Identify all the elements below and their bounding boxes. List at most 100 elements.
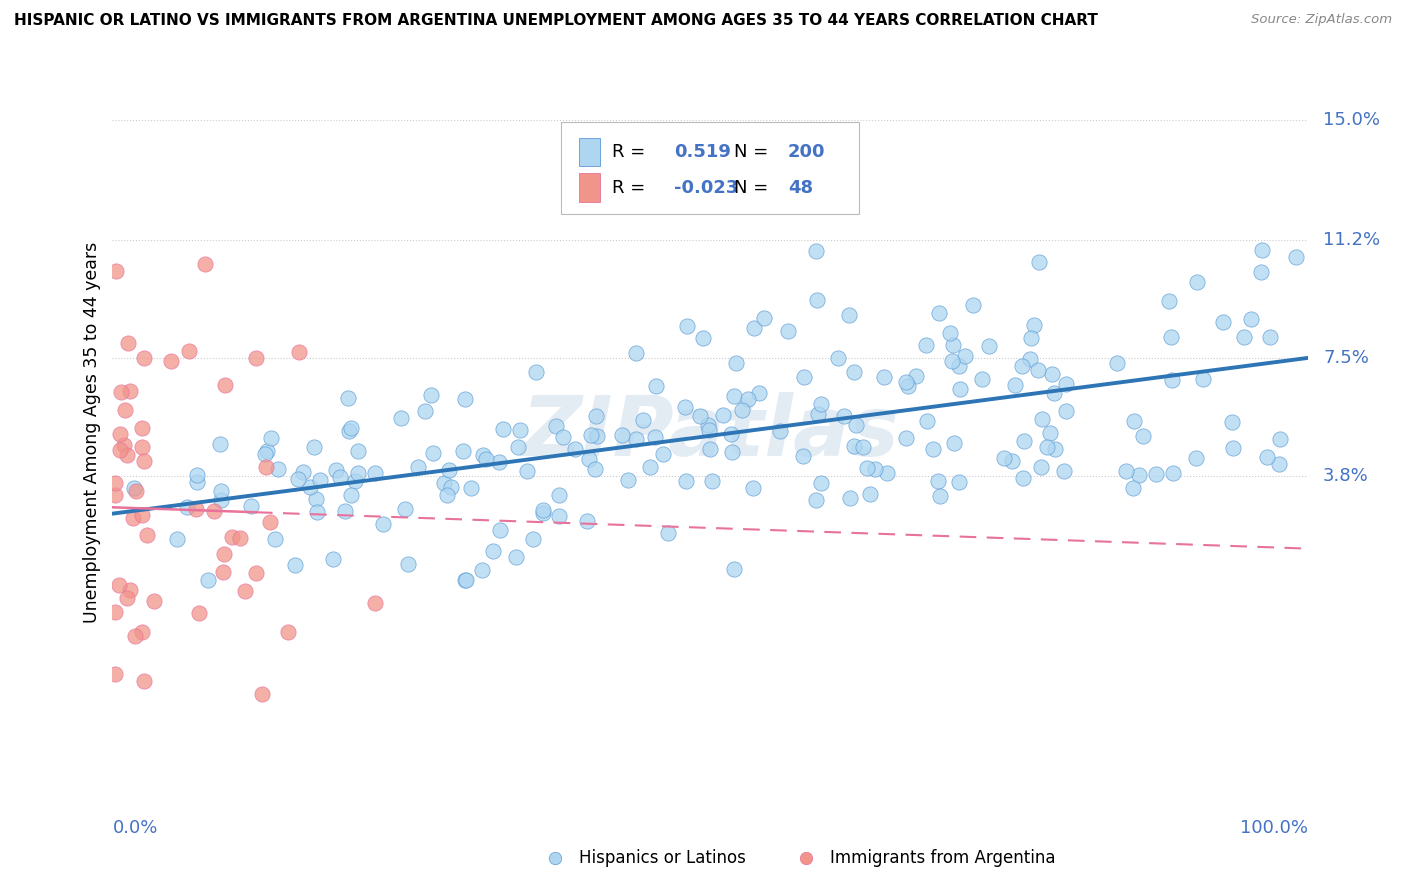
Point <box>723 389 745 403</box>
Point <box>827 351 849 366</box>
FancyBboxPatch shape <box>579 173 600 202</box>
Point <box>254 447 277 461</box>
Point <box>245 566 267 581</box>
Point <box>972 372 994 386</box>
Point <box>810 397 832 411</box>
Point <box>652 448 675 462</box>
Point <box>1185 275 1208 289</box>
Point <box>616 473 638 487</box>
Point <box>863 461 886 475</box>
Point <box>460 482 482 496</box>
Point <box>389 410 412 425</box>
Point <box>897 379 920 393</box>
Point <box>288 345 311 359</box>
Point <box>160 354 183 368</box>
Point <box>725 356 748 370</box>
Point <box>132 673 155 688</box>
Point <box>454 574 477 588</box>
Point <box>122 481 145 495</box>
Point <box>1011 359 1033 374</box>
Point <box>776 324 799 338</box>
Point <box>1054 376 1077 391</box>
Text: 11.2%: 11.2% <box>1323 231 1381 250</box>
Point <box>1157 293 1180 308</box>
Point <box>1250 244 1272 258</box>
Point <box>346 444 368 458</box>
Point <box>948 475 970 489</box>
Point <box>267 462 290 476</box>
Point <box>287 472 309 486</box>
Point <box>1012 434 1035 448</box>
Point <box>329 470 352 484</box>
Point <box>942 338 965 352</box>
Point <box>928 306 950 320</box>
Point <box>209 437 232 451</box>
Text: HISPANIC OR LATINO VS IMMIGRANTS FROM ARGENTINA UNEMPLOYMENT AMONG AGES 35 TO 44: HISPANIC OR LATINO VS IMMIGRANTS FROM AR… <box>14 13 1098 29</box>
Point <box>942 436 965 450</box>
Point <box>1011 471 1033 485</box>
Point <box>941 354 963 368</box>
Point <box>531 506 554 520</box>
Point <box>948 382 970 396</box>
Point <box>436 488 458 502</box>
Point <box>962 298 984 312</box>
Point <box>585 429 607 443</box>
Point <box>132 351 155 365</box>
Point <box>737 392 759 407</box>
Point <box>1043 385 1066 400</box>
Point <box>472 449 495 463</box>
Point <box>488 455 510 469</box>
Point <box>451 444 474 458</box>
Text: 3.8%: 3.8% <box>1323 467 1369 484</box>
Point <box>806 492 828 507</box>
Point <box>105 264 128 278</box>
Point <box>806 293 828 307</box>
Point <box>692 331 714 345</box>
Point <box>723 562 745 576</box>
Point <box>832 409 855 424</box>
Point <box>1115 464 1137 478</box>
Point <box>720 444 742 458</box>
Point <box>922 442 945 456</box>
Point <box>638 460 661 475</box>
Point <box>876 466 898 480</box>
FancyBboxPatch shape <box>561 121 859 214</box>
Point <box>143 593 166 607</box>
Point <box>1250 265 1272 279</box>
Text: -0.023: -0.023 <box>675 178 738 196</box>
Point <box>546 419 568 434</box>
Point <box>673 400 696 414</box>
Text: R =: R = <box>612 178 645 196</box>
Point <box>110 384 132 399</box>
Point <box>254 460 277 475</box>
Point <box>859 487 882 501</box>
Point <box>543 828 565 842</box>
Point <box>752 310 775 325</box>
Point <box>748 385 770 400</box>
Point <box>1026 363 1049 377</box>
Point <box>252 687 274 701</box>
Point <box>343 475 366 489</box>
Text: 48: 48 <box>787 178 813 196</box>
Point <box>131 624 153 639</box>
Point <box>939 326 962 341</box>
Point <box>564 442 586 457</box>
Point <box>284 558 307 572</box>
Point <box>308 473 330 487</box>
Point <box>413 404 436 418</box>
Point <box>516 464 538 478</box>
Point <box>915 414 938 428</box>
Point <box>120 582 142 597</box>
Point <box>471 563 494 577</box>
Point <box>793 370 815 384</box>
Point <box>1285 250 1308 264</box>
Point <box>697 418 720 433</box>
Point <box>675 318 697 333</box>
Point <box>264 532 287 546</box>
Point <box>110 442 132 457</box>
Point <box>439 479 461 493</box>
Point <box>187 606 209 620</box>
Point <box>347 466 370 480</box>
Point <box>184 502 207 516</box>
Text: Source: ZipAtlas.com: Source: ZipAtlas.com <box>1251 13 1392 27</box>
